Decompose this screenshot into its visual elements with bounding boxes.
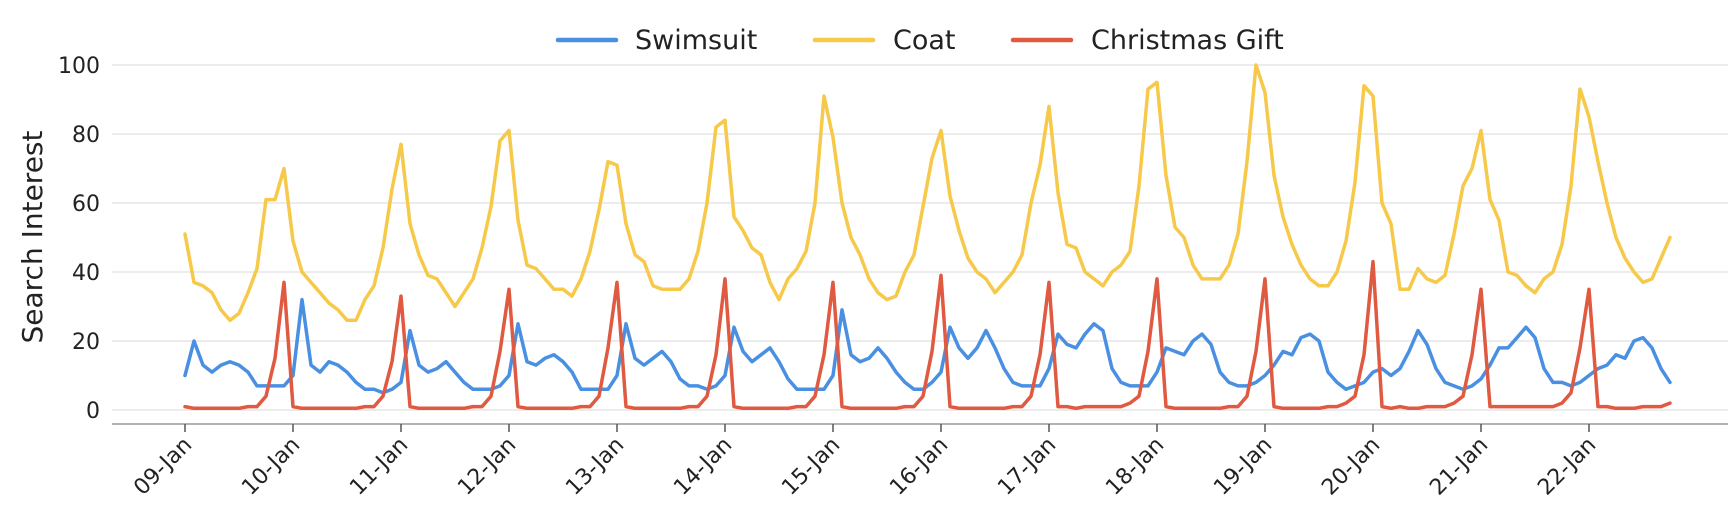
series-line-coat: [183, 63, 1672, 323]
legend-label-swimsuit: Swimsuit: [635, 25, 757, 56]
y-tick-label: 40: [72, 261, 100, 286]
series-lines: [183, 63, 1672, 411]
y-axis-title: Search Interest: [16, 130, 49, 343]
x-tick-label: 21-Jan: [1425, 433, 1493, 501]
x-tick-label: 09-Jan: [129, 433, 197, 501]
y-tick-labels: 0 20 40 60 80 100: [58, 54, 100, 424]
legend-label-christmas-gift: Christmas Gift: [1091, 25, 1284, 56]
y-tick-label: 100: [58, 54, 100, 79]
x-tick-label: 18-Jan: [1101, 433, 1169, 501]
x-tick-label: 10-Jan: [237, 433, 305, 501]
x-tick-label: 12-Jan: [453, 433, 521, 501]
x-tick-label: 11-Jan: [345, 433, 413, 501]
x-tick-label: 16-Jan: [885, 433, 953, 501]
x-tick-labels: 09-Jan 10-Jan 11-Jan 12-Jan 13-Jan 14-Jan 15-J…: [129, 424, 1601, 501]
series-line-christmas-gift: [183, 259, 1672, 411]
x-tick-label: 17-Jan: [993, 433, 1061, 501]
y-tick-label: 60: [72, 192, 100, 217]
x-tick-label: 19-Jan: [1209, 433, 1277, 501]
y-tick-label: 20: [72, 330, 100, 355]
series-line-swimsuit: [183, 297, 1672, 395]
x-tick-label: 22-Jan: [1533, 433, 1601, 501]
y-tick-label: 80: [72, 123, 100, 148]
x-tick-label: 14-Jan: [669, 433, 737, 501]
grid-lines: [112, 64, 1728, 411]
y-tick-label: 0: [86, 399, 100, 424]
x-tick-label: 15-Jan: [777, 433, 845, 501]
legend-label-coat: Coat: [893, 25, 956, 56]
x-tick-label: 13-Jan: [561, 433, 629, 501]
x-tick-label: 20-Jan: [1317, 433, 1385, 501]
legend: Swimsuit Coat Christmas Gift: [555, 25, 1284, 56]
